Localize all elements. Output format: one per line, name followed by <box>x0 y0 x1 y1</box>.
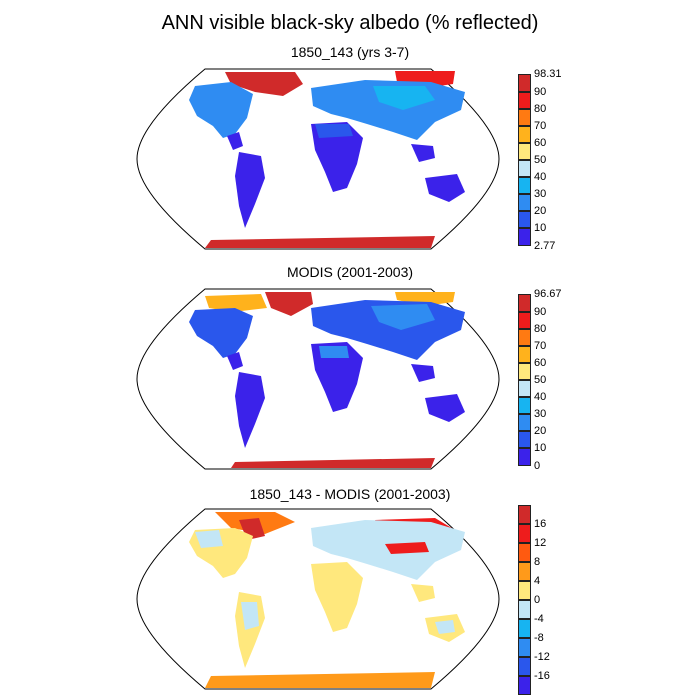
colorbar-swatch <box>518 160 531 177</box>
colorbar-swatch <box>518 676 531 695</box>
antarctica <box>231 458 435 468</box>
colorbar-label: 20 <box>534 425 547 437</box>
colorbar-swatch <box>518 109 531 126</box>
panel-title-model: 1850_143 (yrs 3-7) <box>290 44 410 60</box>
colorbar-swatch <box>518 448 531 466</box>
colorbar-swatch <box>518 397 531 414</box>
eurasia <box>311 520 465 580</box>
colorbar-swatch <box>518 657 531 676</box>
map-modis-albedo <box>136 288 500 470</box>
colorbar-label: -4 <box>534 613 544 625</box>
colorbar-label: 70 <box>534 340 547 352</box>
africa <box>311 342 363 412</box>
colorbar-swatch <box>518 638 531 657</box>
colorbar-swatch <box>518 619 531 638</box>
colorbar-label: 4 <box>534 575 541 587</box>
colorbar-swatch <box>518 414 531 431</box>
greenland-region <box>225 72 303 96</box>
colorbar-label: -12 <box>534 651 550 663</box>
figure-title: ANN visible black-sky albedo (% reflecte… <box>161 12 539 34</box>
map-model-albedo <box>136 68 500 250</box>
panel-title-difference: 1850_143 - MODIS (2001-2003) <box>249 486 451 502</box>
panel-title-modis: MODIS (2001-2003) <box>286 264 414 280</box>
colorbar-label: 70 <box>534 120 547 132</box>
australia <box>425 394 465 422</box>
colorbar-swatch <box>518 543 531 562</box>
colorbar-swatch <box>518 431 531 448</box>
antarctica <box>205 672 435 688</box>
south-america <box>235 372 265 448</box>
colorbar-label: 98.31 <box>534 68 562 80</box>
colorbar-swatch <box>518 600 531 619</box>
colorbar-swatch <box>518 581 531 600</box>
colorbar-label: 90 <box>534 86 547 98</box>
australia <box>425 174 465 202</box>
colorbar-label: 2.77 <box>534 240 556 252</box>
colorbar-label: 90 <box>534 306 547 318</box>
colorbar-swatch <box>518 228 531 246</box>
colorbar-label: 30 <box>534 188 547 200</box>
colorbar-swatch <box>518 363 531 380</box>
colorbar-label: 60 <box>534 137 547 149</box>
colorbar-label: 0 <box>534 594 541 606</box>
colorbar-label: 96.67 <box>534 288 562 300</box>
africa <box>311 562 363 632</box>
colorbar-label: 50 <box>534 374 547 386</box>
colorbar-label: 80 <box>534 323 547 335</box>
colorbar-swatch <box>518 92 531 109</box>
colorbar-swatch <box>518 505 531 524</box>
colorbar-swatch <box>518 74 531 92</box>
colorbar-label: 0 <box>534 460 541 472</box>
colorbar-label: 80 <box>534 103 547 115</box>
colorbar-label: 10 <box>534 222 547 234</box>
south-america <box>235 152 265 228</box>
north-america <box>189 308 253 358</box>
africa <box>311 122 363 192</box>
antarctica <box>205 236 435 248</box>
colorbar-swatch <box>518 126 531 143</box>
colorbar-label: 12 <box>534 537 547 549</box>
greenland-region <box>265 292 313 316</box>
colorbar-swatch <box>518 211 531 228</box>
colorbar-difference <box>518 505 532 695</box>
colorbar-label: 8 <box>534 556 541 568</box>
colorbar-label: 50 <box>534 154 547 166</box>
colorbar-swatch <box>518 194 531 211</box>
colorbar-swatch <box>518 524 531 543</box>
colorbar-label: -8 <box>534 632 544 644</box>
colorbar-label: 10 <box>534 442 547 454</box>
colorbar-model <box>518 74 532 246</box>
north-america <box>189 82 253 138</box>
colorbar-swatch <box>518 346 531 363</box>
colorbar-label: 20 <box>534 205 547 217</box>
colorbar-label: 60 <box>534 357 547 369</box>
colorbar-swatch <box>518 294 531 312</box>
colorbar-swatch <box>518 143 531 160</box>
colorbar-label: 16 <box>534 518 547 530</box>
colorbar-modis <box>518 294 532 466</box>
colorbar-label: -16 <box>534 670 550 682</box>
colorbar-swatch <box>518 329 531 346</box>
colorbar-swatch <box>518 380 531 397</box>
colorbar-swatch <box>518 177 531 194</box>
colorbar-label: 30 <box>534 408 547 420</box>
colorbar-label: 40 <box>534 391 547 403</box>
colorbar-swatch <box>518 312 531 329</box>
colorbar-swatch <box>518 562 531 581</box>
colorbar-label: 40 <box>534 171 547 183</box>
map-difference-albedo <box>136 508 500 690</box>
